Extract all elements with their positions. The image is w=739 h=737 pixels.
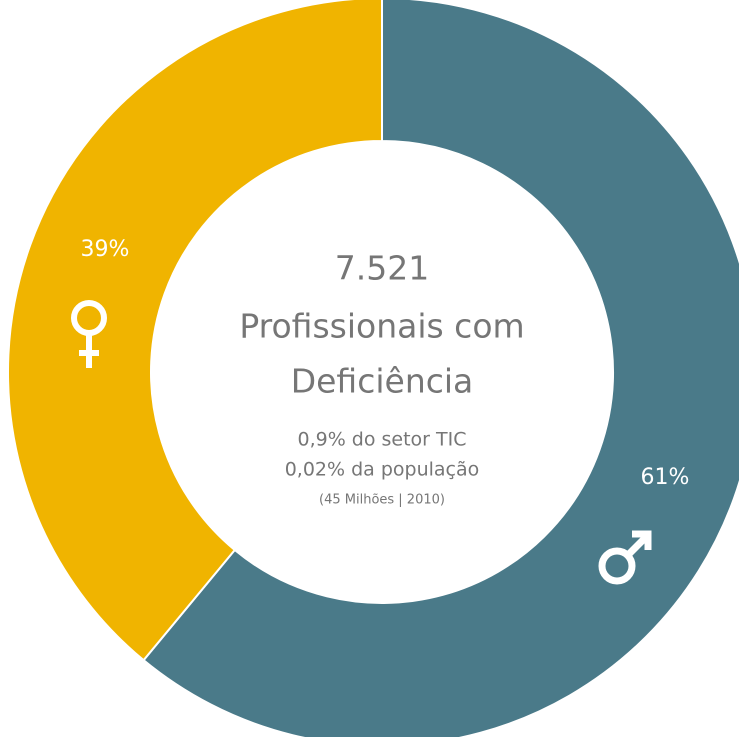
value-label: 39% <box>81 237 130 262</box>
note: 0,9% do setor TIC <box>297 429 466 451</box>
donut-segment <box>7 0 383 662</box>
donut <box>7 0 739 737</box>
footnote: (45 Milhões | 2010) <box>319 493 445 508</box>
donut-segment <box>142 0 739 737</box>
center-label: Deficiência <box>291 362 474 401</box>
female-icon <box>71 300 107 368</box>
center-label: Profissionais com <box>239 307 524 346</box>
male-icon <box>598 530 652 585</box>
value-label: 61% <box>641 465 690 490</box>
center-number: 7.521 <box>335 249 429 288</box>
note: 0,02% da população <box>285 459 480 481</box>
